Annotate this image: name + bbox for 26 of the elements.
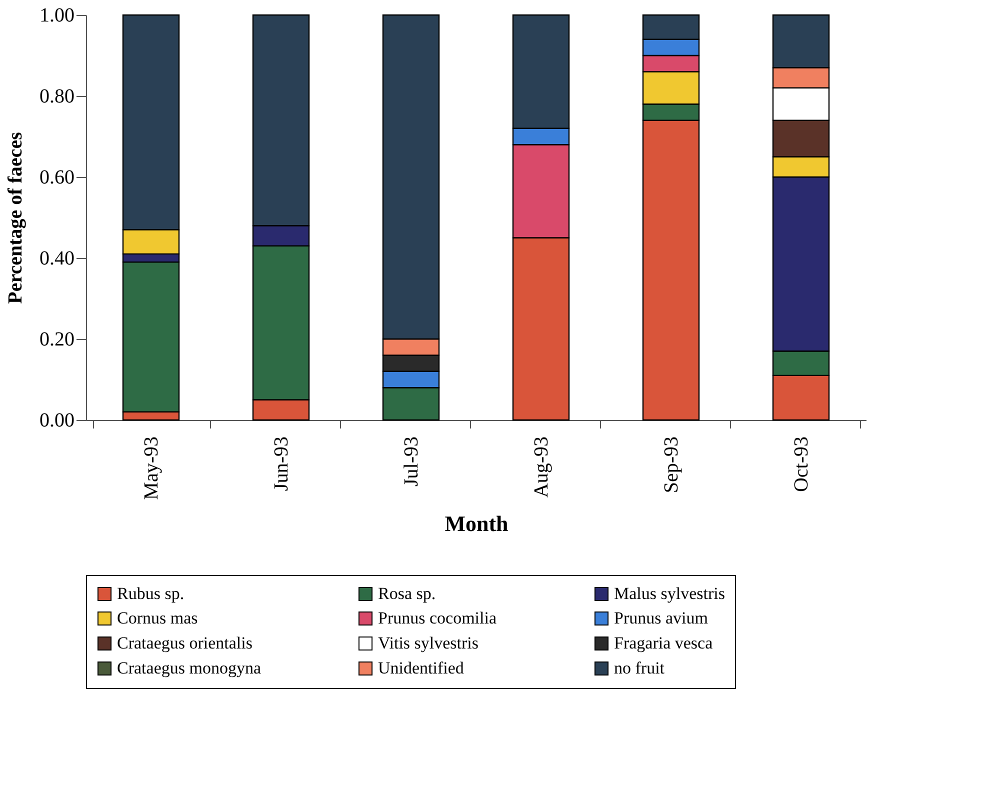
legend-label: Prunus avium xyxy=(614,608,708,628)
legend-label: Crataegus orientalis xyxy=(117,634,252,652)
legend-label: Malus sylvestris xyxy=(614,584,725,603)
y-tick-label: 0.60 xyxy=(40,166,74,188)
y-tick-label: 0.40 xyxy=(40,248,74,270)
y-tick-label: 1.00 xyxy=(40,4,74,26)
x-axis-title: Month xyxy=(444,510,508,536)
y-tick-label: 0.20 xyxy=(40,328,74,350)
x-tick-label: May-93 xyxy=(140,436,162,500)
legend-label: Rosa sp. xyxy=(378,584,436,603)
legend-label: Unidentified xyxy=(378,658,464,678)
y-tick-label: 0.00 xyxy=(40,410,74,432)
x-tick-label: Aug-93 xyxy=(530,436,552,498)
legend-label: Rubus sp. xyxy=(117,584,184,603)
legend-label: Vitis sylvestris xyxy=(378,634,479,652)
legend-label: no fruit xyxy=(614,658,665,678)
y-tick-label: 0.80 xyxy=(40,86,74,108)
legend-label: Cornus mas xyxy=(117,608,198,628)
x-tick-label: Oct-93 xyxy=(790,436,812,492)
x-tick-label: Jun-93 xyxy=(270,436,292,491)
legend-label: Fragaria vesca xyxy=(614,634,714,652)
x-tick-label: Sep-93 xyxy=(660,436,682,494)
legend-label: Crataegus monogyna xyxy=(117,658,262,678)
legend-label: Prunus cocomilia xyxy=(378,608,497,628)
x-tick-label: Jul-93 xyxy=(400,436,422,486)
y-axis-title: Percentage of faeces xyxy=(4,132,26,304)
